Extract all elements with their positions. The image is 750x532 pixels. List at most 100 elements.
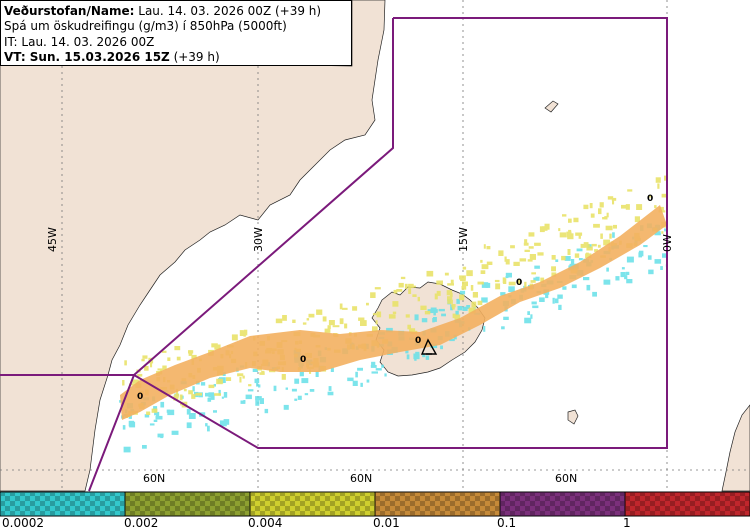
ash-speck xyxy=(486,261,493,265)
ash-speck xyxy=(247,389,254,392)
ash-speck xyxy=(297,395,302,400)
ash-speck xyxy=(449,338,455,342)
ash-speck xyxy=(533,277,539,281)
ash-speck xyxy=(609,233,612,239)
ash-speck xyxy=(648,195,652,198)
ash-speck xyxy=(432,309,438,313)
contour-label: 0 xyxy=(647,194,653,204)
ash-speck xyxy=(167,409,175,416)
ash-speck xyxy=(626,256,634,263)
ash-speck xyxy=(470,285,474,291)
ash-speck xyxy=(415,351,420,355)
header-line-4: VT: Sun. 15.03.2026 15Z (+39 h) xyxy=(4,50,351,65)
ash-speck xyxy=(462,306,468,311)
ash-speck xyxy=(459,294,465,301)
ash-speck xyxy=(591,243,597,247)
ash-speck xyxy=(239,377,242,383)
ash-speck xyxy=(157,368,164,371)
parallel-label-2: 60N xyxy=(350,472,372,485)
ash-speck xyxy=(662,253,667,258)
meridian-label-30w: 30W xyxy=(252,227,265,252)
ash-speck xyxy=(264,408,269,414)
ash-speck xyxy=(604,216,608,220)
ash-speck xyxy=(372,313,379,316)
ash-speck xyxy=(513,261,520,266)
ash-speck xyxy=(207,425,210,432)
ash-speck xyxy=(372,326,378,333)
ash-speck xyxy=(466,270,473,277)
ash-speck xyxy=(252,368,258,372)
ash-speck xyxy=(352,380,358,386)
greenland-south xyxy=(0,374,109,492)
legend-swatch-pattern xyxy=(626,493,749,515)
ash-speck xyxy=(421,318,428,323)
ash-speck xyxy=(324,328,331,333)
ash-speck xyxy=(339,303,343,310)
ash-speck xyxy=(183,388,187,392)
ash-speck xyxy=(566,231,572,238)
ash-speck xyxy=(502,277,506,284)
ash-speck xyxy=(540,277,545,283)
ash-speck xyxy=(447,296,453,301)
legend-label-2: 0.004 xyxy=(248,516,283,530)
ash-speck xyxy=(360,320,367,326)
ash-speck xyxy=(261,370,265,375)
ash-speck xyxy=(195,392,202,396)
agency-label: Veðurstofan/Name: xyxy=(4,4,135,18)
ash-speck xyxy=(517,279,521,285)
ash-speck xyxy=(207,397,212,402)
ash-speck xyxy=(434,293,438,300)
ash-speck xyxy=(360,382,363,387)
ash-speck xyxy=(425,355,430,360)
greenland-land xyxy=(0,0,386,376)
ash-speck xyxy=(406,354,410,360)
ash-speck xyxy=(537,252,544,256)
ash-speck xyxy=(571,284,577,289)
ash-speck xyxy=(281,374,286,380)
ash-speck xyxy=(583,204,589,210)
ash-speck xyxy=(393,289,398,294)
ash-speck xyxy=(551,266,556,272)
ash-speck xyxy=(481,297,488,303)
ash-speck xyxy=(223,392,228,398)
ash-speck xyxy=(462,281,468,287)
ash-speck xyxy=(592,291,597,297)
ash-speck xyxy=(452,304,455,310)
ash-speck xyxy=(355,371,358,378)
ash-speck xyxy=(531,272,536,275)
ash-speck xyxy=(219,420,227,427)
ash-speck xyxy=(447,299,453,304)
ash-speck xyxy=(594,249,598,252)
ash-speck xyxy=(461,285,467,290)
ash-speck xyxy=(214,393,221,396)
ash-speck xyxy=(505,259,510,265)
ash-speck xyxy=(405,314,410,318)
ash-speck xyxy=(255,400,260,406)
ash-speck xyxy=(420,305,427,310)
ash-speck xyxy=(562,286,567,290)
ash-speck xyxy=(573,217,579,223)
ash-speck xyxy=(137,373,143,377)
ash-speck xyxy=(245,394,252,400)
ash-speck xyxy=(568,218,572,223)
ash-speck xyxy=(575,232,583,236)
ash-speck xyxy=(503,316,509,320)
ash-speck xyxy=(243,331,246,337)
ash-speck xyxy=(508,281,516,286)
ash-speck xyxy=(583,277,590,281)
ash-speck xyxy=(273,385,277,392)
ash-speck xyxy=(129,383,136,386)
ash-speck xyxy=(586,284,591,291)
ash-speck xyxy=(621,204,628,209)
ash-speck xyxy=(578,258,583,261)
ash-speck xyxy=(285,387,288,390)
ash-speck xyxy=(449,292,453,297)
ash-speck xyxy=(534,265,540,269)
ash-speck xyxy=(174,346,181,351)
ash-speck xyxy=(606,212,609,218)
legend-label-5: 1 xyxy=(623,516,631,530)
ash-speck xyxy=(309,389,315,392)
ash-speck xyxy=(554,298,559,304)
ash-speck xyxy=(534,242,541,246)
